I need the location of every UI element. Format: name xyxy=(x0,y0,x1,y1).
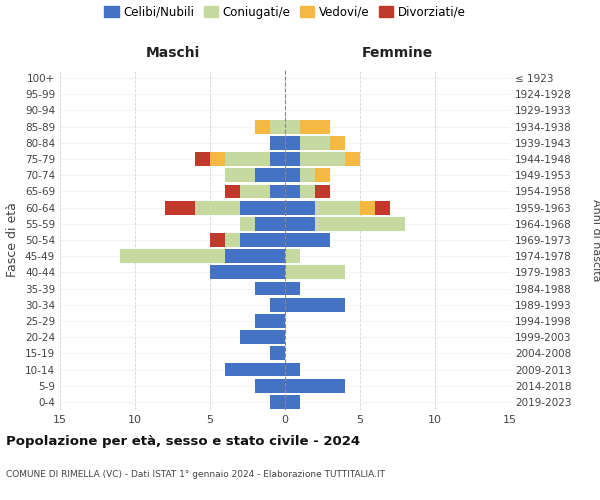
Bar xyxy=(210,233,225,247)
Bar xyxy=(315,200,360,214)
Bar xyxy=(285,282,300,296)
Bar xyxy=(360,200,375,214)
Bar xyxy=(285,200,315,214)
Bar xyxy=(165,200,195,214)
Bar xyxy=(225,184,240,198)
Text: Femmine: Femmine xyxy=(362,46,433,60)
Bar xyxy=(210,266,285,280)
Bar xyxy=(285,120,300,134)
Bar xyxy=(255,282,285,296)
Bar xyxy=(375,200,390,214)
Bar xyxy=(225,250,285,263)
Bar xyxy=(315,168,330,182)
Bar xyxy=(225,152,270,166)
Legend: Celibi/Nubili, Coniugati/e, Vedovi/e, Divorziati/e: Celibi/Nubili, Coniugati/e, Vedovi/e, Di… xyxy=(100,1,470,24)
Bar xyxy=(285,136,300,149)
Bar xyxy=(345,152,360,166)
Bar xyxy=(315,217,405,230)
Bar xyxy=(315,184,330,198)
Bar xyxy=(300,120,330,134)
Bar xyxy=(225,362,285,376)
Bar xyxy=(285,250,300,263)
Text: COMUNE DI RIMELLA (VC) - Dati ISTAT 1° gennaio 2024 - Elaborazione TUTTITALIA.IT: COMUNE DI RIMELLA (VC) - Dati ISTAT 1° g… xyxy=(6,470,385,479)
Bar xyxy=(300,184,315,198)
Bar xyxy=(195,200,240,214)
Bar xyxy=(120,250,225,263)
Bar xyxy=(270,152,285,166)
Bar xyxy=(330,136,345,149)
Bar xyxy=(255,217,285,230)
Bar xyxy=(195,152,210,166)
Bar xyxy=(240,217,255,230)
Bar xyxy=(240,330,285,344)
Bar xyxy=(270,395,285,409)
Bar xyxy=(240,200,285,214)
Y-axis label: Fasce di età: Fasce di età xyxy=(7,202,19,278)
Y-axis label: Anni di nascita: Anni di nascita xyxy=(591,198,600,281)
Bar xyxy=(285,168,300,182)
Bar xyxy=(255,379,285,392)
Bar xyxy=(285,362,300,376)
Bar xyxy=(285,217,315,230)
Bar xyxy=(225,233,240,247)
Bar xyxy=(300,168,315,182)
Bar xyxy=(255,314,285,328)
Bar xyxy=(285,184,300,198)
Text: Maschi: Maschi xyxy=(145,46,200,60)
Bar xyxy=(285,233,330,247)
Bar xyxy=(255,120,270,134)
Text: Popolazione per età, sesso e stato civile - 2024: Popolazione per età, sesso e stato civil… xyxy=(6,435,360,448)
Bar xyxy=(270,136,285,149)
Bar xyxy=(240,233,285,247)
Bar xyxy=(240,184,270,198)
Bar xyxy=(300,136,330,149)
Bar xyxy=(270,346,285,360)
Bar xyxy=(285,152,300,166)
Bar xyxy=(270,120,285,134)
Bar xyxy=(270,298,285,312)
Bar xyxy=(300,152,345,166)
Bar xyxy=(285,395,300,409)
Bar xyxy=(210,152,225,166)
Bar xyxy=(255,168,285,182)
Bar xyxy=(285,298,345,312)
Bar xyxy=(225,168,255,182)
Bar xyxy=(285,266,345,280)
Bar xyxy=(270,184,285,198)
Bar xyxy=(285,379,345,392)
